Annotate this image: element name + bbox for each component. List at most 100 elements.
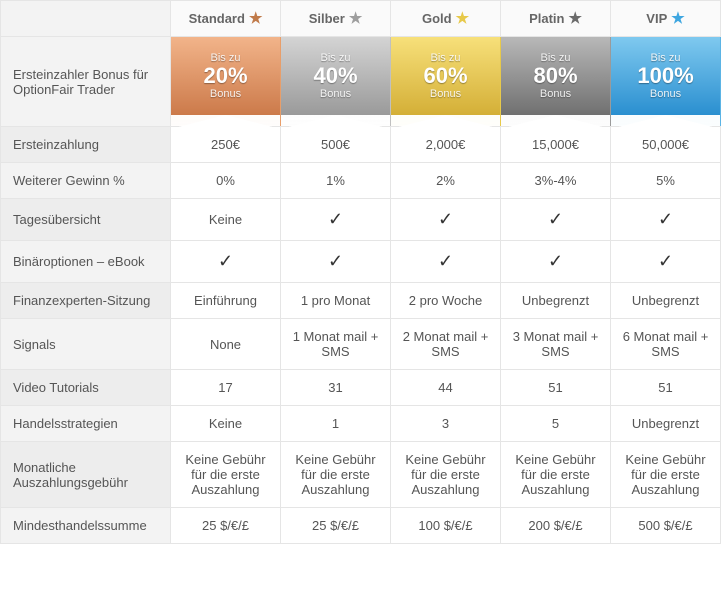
cell: 200 $/€/£ [501, 508, 611, 544]
check-icon: ✓ [328, 209, 343, 229]
bonus-pct: 80% [533, 64, 577, 88]
cell: 15,000€ [501, 127, 611, 163]
table-row: Finanzexperten-SitzungEinführung1 pro Mo… [1, 283, 721, 319]
bonus-cell-2: Bis zu60%Bonus [391, 37, 501, 127]
bonus-cell-3: Bis zu80%Bonus [501, 37, 611, 127]
cell: Unbegrenzt [611, 406, 721, 442]
bonus-cell-0: Bis zu20%Bonus [171, 37, 281, 127]
table-row: Weiterer Gewinn %0%1%2%3%-4%5% [1, 163, 721, 199]
table-row: HandelsstrategienKeine135Unbegrenzt [1, 406, 721, 442]
cell: 2% [391, 163, 501, 199]
cell: ✓ [281, 241, 391, 283]
tier-name: Gold [422, 11, 452, 26]
row-label: Binäroptionen – eBook [1, 241, 171, 283]
header-empty [1, 1, 171, 37]
check-icon: ✓ [548, 209, 563, 229]
row-label: Mindesthandelssumme [1, 508, 171, 544]
header-row: Standard ★ Silber ★ Gold ★ Platin ★ VIP … [1, 1, 721, 37]
cell: 500 $/€/£ [611, 508, 721, 544]
cell: 5% [611, 163, 721, 199]
cell: Unbegrenzt [611, 283, 721, 319]
cell: Unbegrenzt [501, 283, 611, 319]
cell: Einführung [171, 283, 281, 319]
tier-header-2: Gold ★ [391, 1, 501, 37]
cell: 2,000€ [391, 127, 501, 163]
cell: 31 [281, 370, 391, 406]
tier-header-0: Standard ★ [171, 1, 281, 37]
cell: 50,000€ [611, 127, 721, 163]
cell: 1 Monat mail + SMS [281, 319, 391, 370]
cell: Keine Gebühr für die erste Auszahlung [281, 442, 391, 508]
cell: Keine [171, 199, 281, 241]
cell: 51 [501, 370, 611, 406]
table-row: Ersteinzahlung250€500€2,000€15,000€50,00… [1, 127, 721, 163]
cell: Keine Gebühr für die erste Auszahlung [391, 442, 501, 508]
table-row: TagesübersichtKeine✓✓✓✓ [1, 199, 721, 241]
cell: ✓ [501, 199, 611, 241]
cell: 1 [281, 406, 391, 442]
row-label: Weiterer Gewinn % [1, 163, 171, 199]
cell: 0% [171, 163, 281, 199]
cell: Keine Gebühr für die erste Auszahlung [611, 442, 721, 508]
check-icon: ✓ [658, 251, 673, 271]
star-icon: ★ [671, 11, 684, 26]
cell: 2 pro Woche [391, 283, 501, 319]
tier-header-3: Platin ★ [501, 1, 611, 37]
tier-header-1: Silber ★ [281, 1, 391, 37]
bonus-suffix: Bonus [650, 88, 681, 100]
cell: 500€ [281, 127, 391, 163]
cell: 3 Monat mail + SMS [501, 319, 611, 370]
star-icon: ★ [349, 11, 362, 26]
tier-name: Platin [529, 11, 564, 26]
cell: ✓ [611, 241, 721, 283]
cell: ✓ [501, 241, 611, 283]
row-label: Ersteinzahler Bonus für OptionFair Trade… [1, 37, 171, 127]
tier-header-4: VIP ★ [611, 1, 721, 37]
cell: Keine Gebühr für die erste Auszahlung [501, 442, 611, 508]
row-label: Handelsstrategien [1, 406, 171, 442]
bonus-row: Ersteinzahler Bonus für OptionFair Trade… [1, 37, 721, 127]
cell: 51 [611, 370, 721, 406]
cell: 2 Monat mail + SMS [391, 319, 501, 370]
cell: 6 Monat mail + SMS [611, 319, 721, 370]
bonus-suffix: Bonus [210, 88, 241, 100]
bonus-cell-4: Bis zu100%Bonus [611, 37, 721, 127]
check-icon: ✓ [328, 251, 343, 271]
cell: 3 [391, 406, 501, 442]
star-icon: ★ [456, 11, 469, 26]
check-icon: ✓ [218, 251, 233, 271]
cell: ✓ [391, 241, 501, 283]
cell: 250€ [171, 127, 281, 163]
cell: 25 $/€/£ [281, 508, 391, 544]
row-label: Monatliche Auszahlungsgebühr [1, 442, 171, 508]
cell: 3%-4% [501, 163, 611, 199]
table-row: SignalsNone1 Monat mail + SMS2 Monat mai… [1, 319, 721, 370]
table-row: Video Tutorials1731445151 [1, 370, 721, 406]
star-icon: ★ [249, 11, 262, 26]
row-label: Signals [1, 319, 171, 370]
bonus-suffix: Bonus [320, 88, 351, 100]
check-icon: ✓ [438, 209, 453, 229]
cell: ✓ [611, 199, 721, 241]
cell: ✓ [171, 241, 281, 283]
tier-name: VIP [646, 11, 667, 26]
cell: 25 $/€/£ [171, 508, 281, 544]
bonus-pct: 100% [637, 64, 693, 88]
bonus-cell-1: Bis zu40%Bonus [281, 37, 391, 127]
cell: ✓ [391, 199, 501, 241]
cell: Keine [171, 406, 281, 442]
pricing-table: Standard ★ Silber ★ Gold ★ Platin ★ VIP … [0, 0, 721, 544]
table-body: Ersteinzahler Bonus für OptionFair Trade… [1, 37, 721, 544]
table-row: Monatliche Auszahlungsgebühr Keine Gebühr… [1, 442, 721, 508]
bonus-pct: 60% [423, 64, 467, 88]
tier-name: Silber [309, 11, 345, 26]
star-icon: ★ [568, 11, 581, 26]
bonus-pct: 20% [203, 64, 247, 88]
cell: ✓ [281, 199, 391, 241]
cell: 1% [281, 163, 391, 199]
cell: 5 [501, 406, 611, 442]
cell: None [171, 319, 281, 370]
bonus-suffix: Bonus [430, 88, 461, 100]
tier-name: Standard [189, 11, 245, 26]
row-label: Video Tutorials [1, 370, 171, 406]
